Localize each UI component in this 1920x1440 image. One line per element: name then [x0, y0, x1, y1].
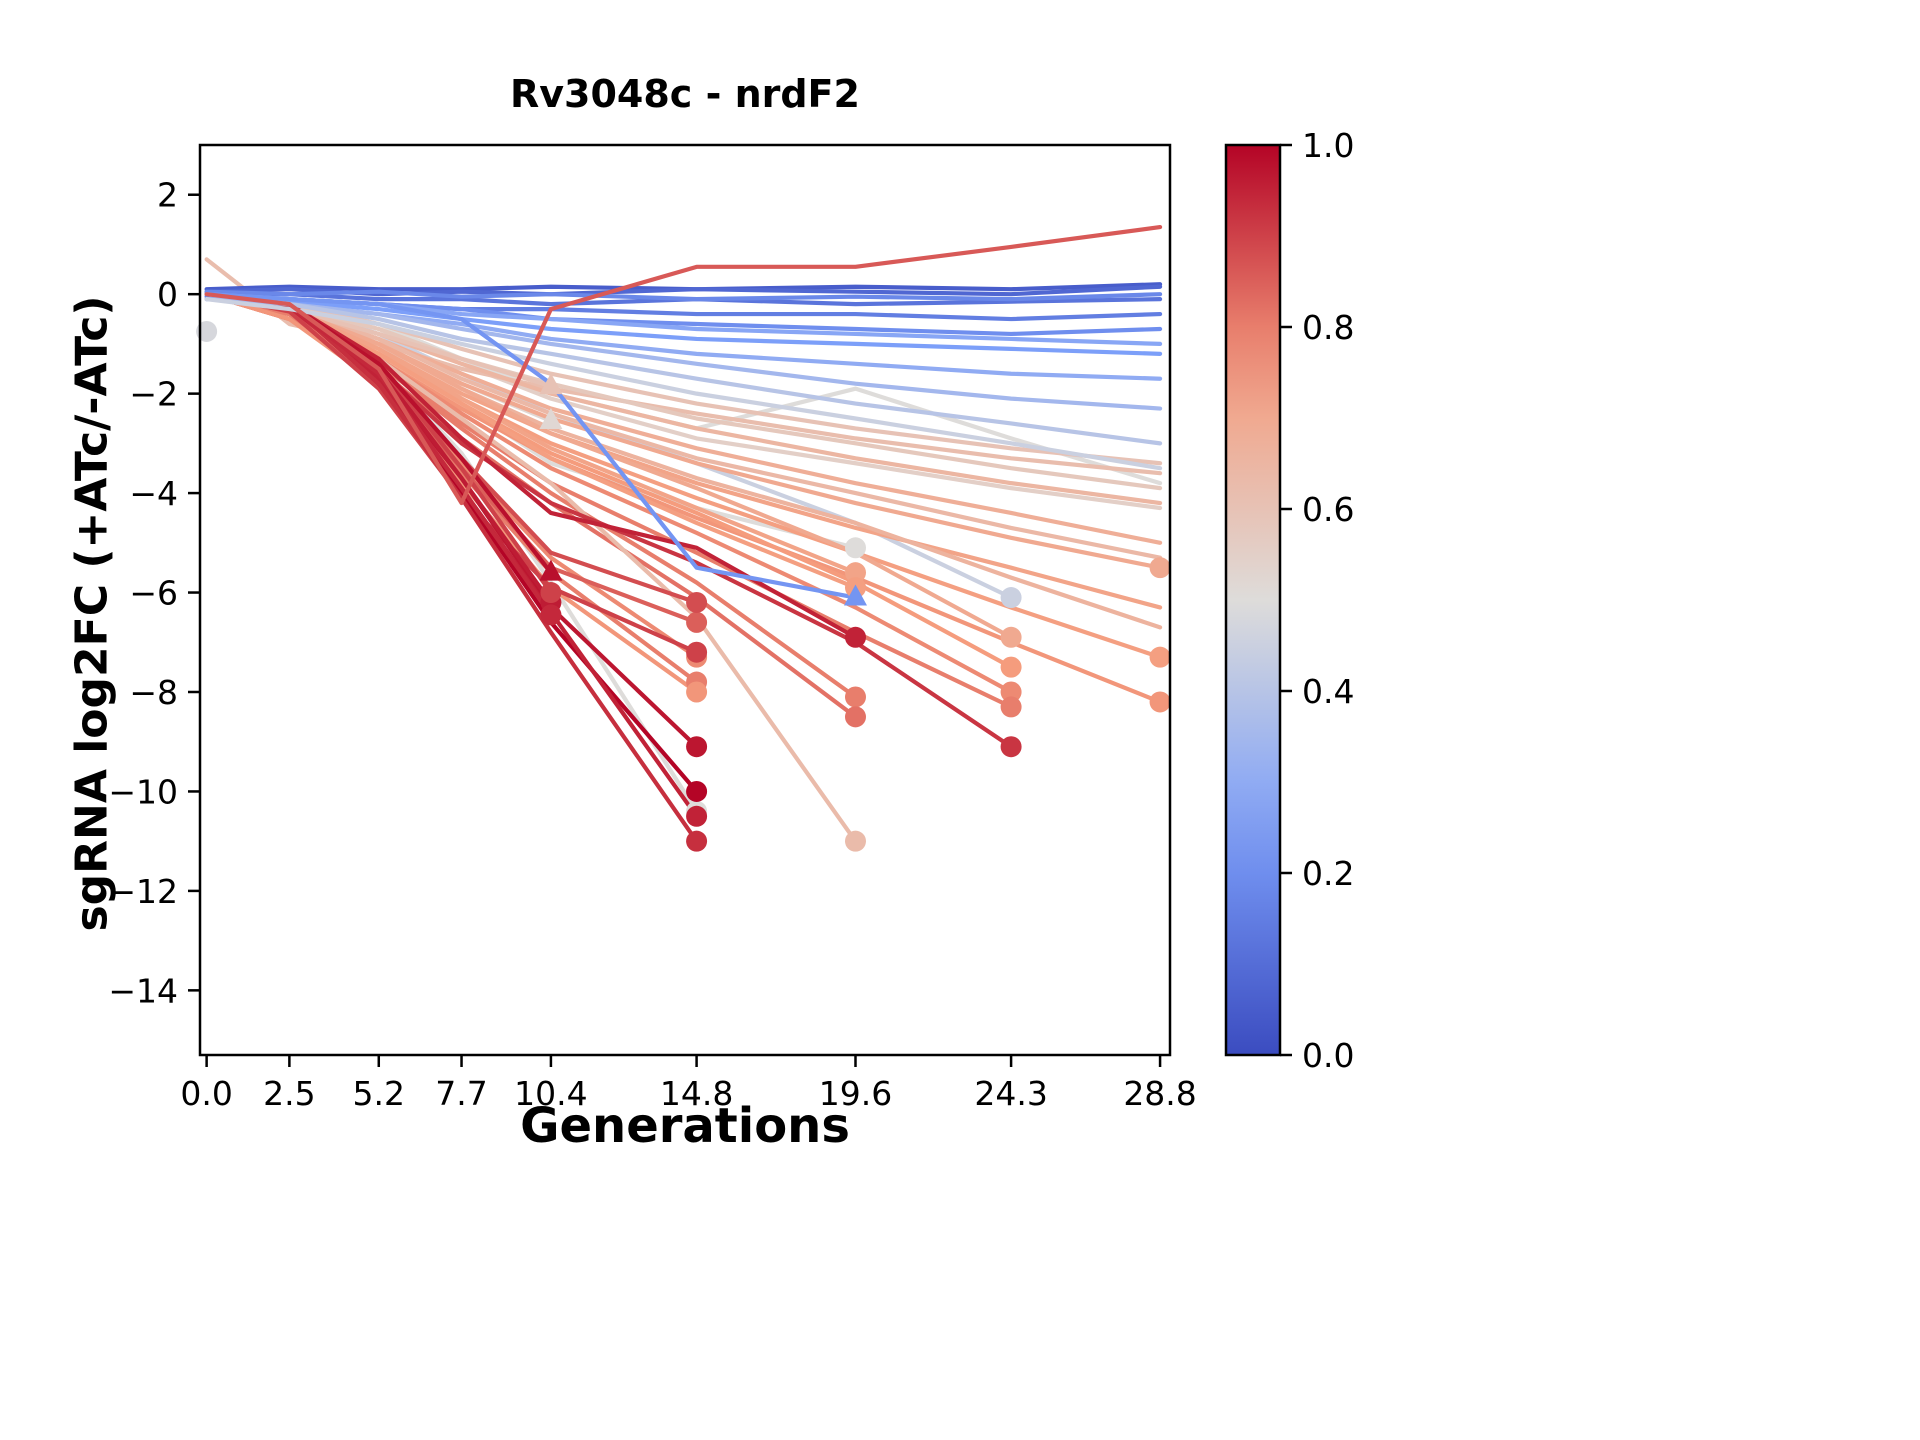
series-markers [196, 320, 1171, 852]
svg-text:−8: −8 [129, 673, 178, 712]
svg-text:28.8: 28.8 [1123, 1074, 1196, 1113]
data-point-circle [1000, 656, 1022, 678]
colorbar: 0.0 0.2 0.4 0.6 0.8 1.0 [1224, 126, 1354, 1075]
svg-text:−2: −2 [129, 375, 178, 414]
svg-text:0: 0 [157, 275, 178, 314]
data-point-circle [844, 626, 866, 648]
svg-text:24.3: 24.3 [974, 1074, 1047, 1113]
data-point-circle [1000, 736, 1022, 758]
data-point-circle [844, 830, 866, 852]
data-point-circle [686, 780, 708, 802]
svg-text:19.6: 19.6 [819, 1074, 892, 1113]
data-point-triangle [539, 407, 563, 429]
data-point-circle [196, 320, 218, 342]
plot-border [198, 143, 1172, 1057]
svg-text:5.2: 5.2 [353, 1074, 405, 1113]
svg-text:14.8: 14.8 [660, 1074, 733, 1113]
data-point-circle [686, 591, 708, 613]
data-point-triangle [843, 584, 867, 606]
data-point-circle [844, 686, 866, 708]
data-point-circle [1149, 646, 1171, 668]
svg-text:−14: −14 [108, 971, 178, 1010]
svg-text:2.5: 2.5 [263, 1074, 315, 1113]
x-axis-ticks: 0.0 2.5 5.2 7.7 10.4 14.8 19.6 24.3 28.8 [180, 1055, 1197, 1113]
svg-text:7.7: 7.7 [435, 1074, 487, 1113]
svg-text:−10: −10 [108, 772, 178, 811]
svg-text:−6: −6 [129, 574, 178, 613]
data-point-circle [686, 641, 708, 663]
data-point-circle [1149, 557, 1171, 579]
svg-text:0.0: 0.0 [180, 1074, 232, 1113]
data-point-circle [686, 805, 708, 827]
colorbar-tick-label: 0.6 [1302, 490, 1354, 529]
colorbar-tick-label: 0.0 [1302, 1036, 1354, 1075]
data-point-circle [540, 604, 562, 626]
data-point-circle [540, 582, 562, 604]
svg-text:−12: −12 [108, 872, 178, 911]
data-point-circle [1000, 626, 1022, 648]
chart-title: Rv3048c - nrdF2 [510, 72, 860, 116]
data-point-circle [844, 537, 866, 559]
data-point-circle [1149, 691, 1171, 713]
data-point-circle [844, 706, 866, 728]
svg-text:2: 2 [157, 176, 178, 215]
svg-text:−4: −4 [129, 474, 178, 513]
data-point-circle [686, 736, 708, 758]
data-point-circle [1000, 681, 1022, 703]
data-point-triangle [539, 373, 563, 395]
data-point-circle [686, 681, 708, 703]
data-point-circle [686, 830, 708, 852]
colorbar-tick-label: 0.2 [1302, 854, 1354, 893]
data-point-circle [1000, 587, 1022, 609]
svg-text:10.4: 10.4 [514, 1074, 587, 1113]
data-point-circle [844, 562, 866, 584]
data-point-circle [1000, 696, 1022, 718]
y-axis-ticks: 2 0 −2 −4 −6 −8 −10 −12 −14 [108, 176, 200, 1010]
colorbar-tick-label: 1.0 [1302, 126, 1354, 165]
colorbar-tick-label: 0.8 [1302, 308, 1354, 347]
data-point-triangle [539, 559, 563, 581]
x-axis-label: Generations [520, 1098, 850, 1154]
colorbar-tick-label: 0.4 [1302, 672, 1354, 711]
data-point-circle [686, 611, 708, 633]
